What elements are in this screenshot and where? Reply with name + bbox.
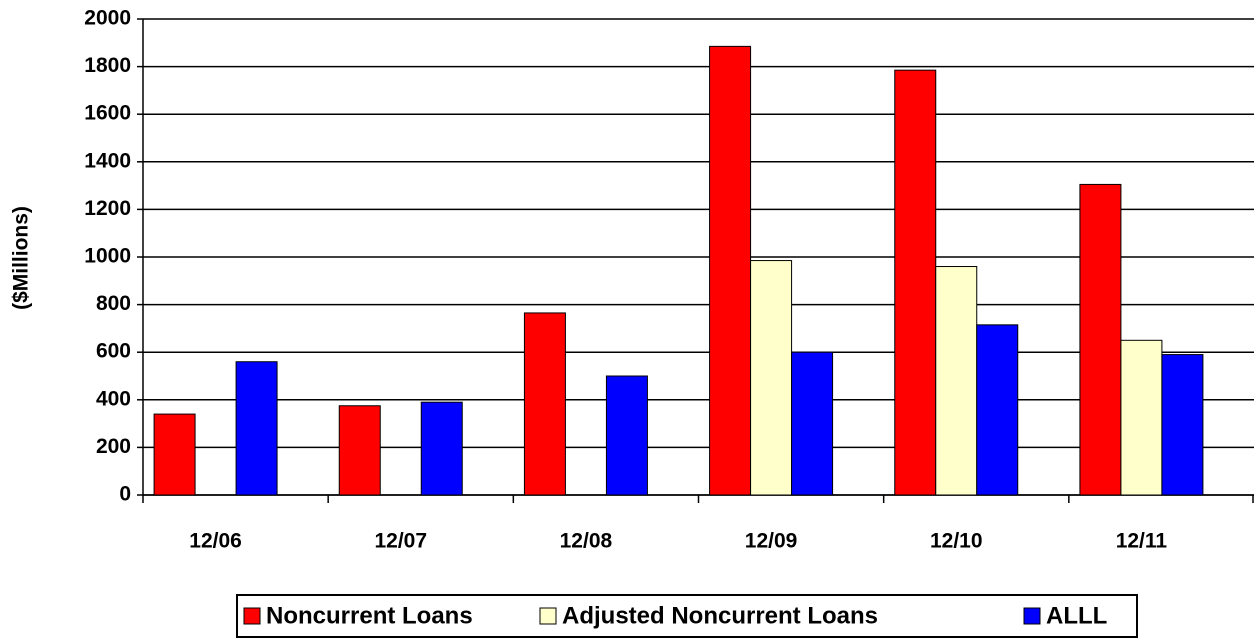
bar	[791, 351, 834, 496]
bar	[153, 413, 196, 496]
bar	[750, 260, 793, 496]
x-tick-label: 12/07	[374, 530, 427, 553]
bar	[1120, 339, 1163, 496]
y-tick-label: 1200	[84, 197, 131, 220]
legend-label: Adjusted Noncurrent Loans	[562, 602, 878, 629]
y-tick-label: 1400	[84, 149, 131, 172]
bar	[235, 361, 278, 496]
y-tick-label: 800	[96, 292, 131, 315]
bar	[894, 69, 937, 496]
y-tick-label: 200	[96, 435, 131, 458]
bar	[935, 266, 978, 496]
bar	[976, 324, 1019, 496]
legend-swatch	[243, 607, 261, 625]
y-axis-title: ($Millions)	[10, 206, 33, 310]
x-tick-label: 12/08	[560, 530, 613, 553]
bar	[1079, 183, 1122, 496]
legend-label: Noncurrent Loans	[266, 602, 473, 629]
x-tick-label: 12/09	[745, 530, 798, 553]
y-tick-label: 1600	[84, 102, 131, 125]
legend-box	[236, 594, 1138, 638]
y-tick-label: 400	[96, 387, 131, 410]
y-tick-label: 1000	[84, 245, 131, 268]
y-tick-label: 600	[96, 340, 131, 363]
y-tick-label: 2000	[84, 7, 131, 30]
y-tick-label: 1800	[84, 54, 131, 77]
legend-swatch	[1023, 607, 1041, 625]
bar	[605, 375, 648, 496]
y-tick-label: 0	[119, 483, 131, 506]
x-tick-label: 12/11	[1116, 530, 1168, 553]
bar	[523, 312, 566, 496]
x-tick-label: 12/06	[189, 530, 242, 553]
legend-swatch	[539, 607, 557, 625]
x-tick-label: 12/10	[930, 530, 983, 553]
bar	[709, 45, 752, 496]
bar	[420, 401, 463, 496]
legend-label: ALLL	[1046, 602, 1107, 629]
bar	[338, 405, 381, 496]
bar	[1161, 354, 1204, 496]
